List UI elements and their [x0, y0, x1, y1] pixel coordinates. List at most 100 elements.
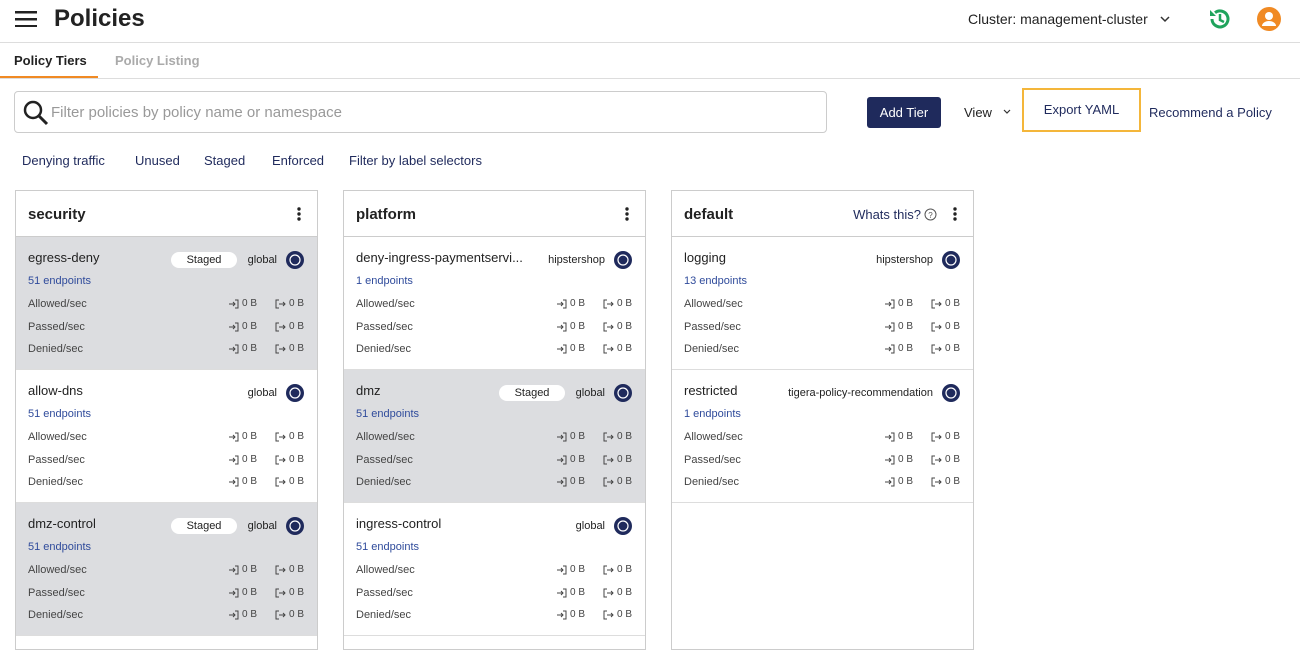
policy-card[interactable]: ingress-control global 51 endpoints Allowed…	[344, 503, 645, 636]
egress-icon	[931, 322, 942, 331]
policy-card[interactable]: allow-dns global 51 endpoints Allowed/sec 0 …	[16, 370, 317, 503]
endpoints-link[interactable]: 13 endpoints	[684, 275, 747, 287]
staged-badge: Staged	[171, 518, 237, 534]
metric-label: Allowed/sec	[28, 298, 87, 310]
metric-label: Denied/sec	[28, 609, 84, 621]
endpoints-link[interactable]: 51 endpoints	[356, 408, 419, 420]
filter-link[interactable]: Denying traffic	[22, 153, 105, 168]
ingress-value: 0 B	[569, 586, 585, 598]
view-button[interactable]: View	[964, 105, 992, 120]
tier-name: security	[28, 206, 86, 223]
menu-icon[interactable]	[15, 11, 37, 27]
ingress-value: 0 B	[569, 453, 585, 465]
add-tier-button[interactable]: Add Tier	[867, 97, 941, 128]
history-icon[interactable]	[1207, 6, 1233, 32]
tier-column: security egress-deny global Staged 51 endpoi…	[15, 190, 318, 650]
ingress-icon	[229, 588, 239, 597]
egress-icon	[603, 588, 614, 597]
tier-name: default	[684, 206, 734, 223]
endpoints-link[interactable]: 51 endpoints	[28, 408, 91, 420]
policy-card[interactable]: egress-deny global Staged 51 endpoints Allow…	[16, 237, 317, 370]
policy-name: egress-deny	[28, 250, 100, 265]
metric-label: Passed/sec	[684, 453, 741, 466]
cluster-select[interactable]: Cluster: management-cluster	[968, 11, 1148, 27]
search-placeholder: Filter policies by policy name or namesp…	[51, 104, 342, 121]
page-title: Policies	[54, 5, 145, 32]
metric-label: Passed/sec	[28, 453, 85, 466]
policy-card[interactable]: dmz global Staged 51 endpoints Allowed/sec 0 …	[344, 370, 645, 503]
kebab-menu	[953, 207, 957, 221]
ingress-value: 0 B	[569, 320, 585, 332]
egress-value: 0 B	[616, 431, 632, 442]
metric-label: Allowed/sec	[684, 431, 743, 443]
filter-link[interactable]: Enforced	[272, 153, 325, 168]
metric-label: Denied/sec	[356, 343, 412, 355]
egress-value: 0 B	[616, 343, 632, 354]
endpoints-link[interactable]: 51 endpoints	[356, 541, 419, 553]
filter-link[interactable]: Filter by label selectors	[349, 153, 482, 168]
ingress-value: 0 B	[241, 609, 257, 620]
egress-icon	[603, 432, 614, 442]
tab-underline	[0, 76, 98, 78]
ingress-value: 0 B	[897, 298, 913, 309]
egress-value: 0 B	[944, 343, 960, 354]
endpoints-link[interactable]: 1 endpoints	[356, 275, 413, 287]
policy-scope: hipstershop	[548, 254, 605, 266]
ingress-icon	[229, 565, 239, 575]
scope-icon	[614, 517, 632, 535]
user-icon[interactable]	[1257, 7, 1281, 31]
filter-link[interactable]: Unused	[135, 153, 180, 168]
policy-card[interactable]: dmz-control global Staged 51 endpoints Allow…	[16, 503, 317, 636]
ingress-value: 0 B	[241, 343, 257, 354]
filter-link[interactable]: Staged	[204, 153, 246, 168]
policy-card[interactable]: restricted tigera-policy-recommendation 1 …	[672, 370, 973, 503]
ingress-icon	[557, 455, 567, 464]
egress-icon	[275, 588, 286, 597]
egress-icon	[931, 344, 942, 354]
endpoints-link[interactable]: 51 endpoints	[28, 275, 91, 287]
tier-header: platform	[344, 191, 645, 237]
search-box[interactable]: Filter policies by policy name or namesp…	[14, 91, 827, 133]
scope-icon	[286, 384, 304, 402]
tier-name: platform	[356, 206, 416, 223]
egress-icon	[275, 322, 286, 331]
tab[interactable]: Policy Listing	[115, 53, 200, 68]
egress-value: 0 B	[288, 298, 304, 309]
kebab-menu	[625, 207, 629, 221]
egress-value: 0 B	[288, 586, 304, 598]
egress-value: 0 B	[288, 609, 304, 620]
metric-label: Denied/sec	[28, 476, 84, 488]
endpoints-link[interactable]: 1 endpoints	[684, 408, 741, 420]
ingress-value: 0 B	[897, 453, 913, 465]
policy-name: deny-ingress-paymentservi...	[356, 250, 523, 265]
metric-label: Denied/sec	[684, 343, 740, 355]
metric-label: Allowed/sec	[356, 564, 415, 576]
egress-value: 0 B	[944, 431, 960, 442]
ingress-icon	[229, 455, 239, 464]
egress-value: 0 B	[944, 453, 960, 465]
egress-value: 0 B	[616, 298, 632, 309]
metric-label: Denied/sec	[684, 476, 740, 488]
export-yaml-button[interactable]: Export YAML	[1022, 88, 1141, 132]
ingress-icon	[229, 432, 239, 442]
egress-icon	[931, 477, 942, 487]
tab[interactable]: Policy Tiers	[14, 53, 87, 68]
egress-icon	[275, 565, 286, 575]
policy-card[interactable]: deny-ingress-paymentservi... hipstershop 1…	[344, 237, 645, 370]
ingress-icon	[229, 477, 239, 487]
recommend-button[interactable]: Recommend a Policy	[1149, 105, 1272, 120]
ingress-icon	[885, 344, 895, 354]
page: Policies Cluster: management-cluster Pol…	[0, 5, 1300, 650]
staged-badge: Staged	[499, 385, 565, 401]
egress-value: 0 B	[944, 476, 960, 487]
endpoints-link[interactable]: 51 endpoints	[28, 541, 91, 553]
egress-value: 0 B	[944, 298, 960, 309]
scope-icon	[286, 251, 304, 269]
ingress-value: 0 B	[241, 320, 257, 332]
tier-header: security	[16, 191, 317, 237]
policy-card[interactable]: logging hipstershop 13 endpoints Allowed/se…	[672, 237, 973, 370]
ingress-icon	[885, 299, 895, 309]
help-link[interactable]: Whats this?	[853, 207, 921, 222]
metric-label: Allowed/sec	[28, 564, 87, 576]
metric-label: Passed/sec	[356, 453, 413, 466]
